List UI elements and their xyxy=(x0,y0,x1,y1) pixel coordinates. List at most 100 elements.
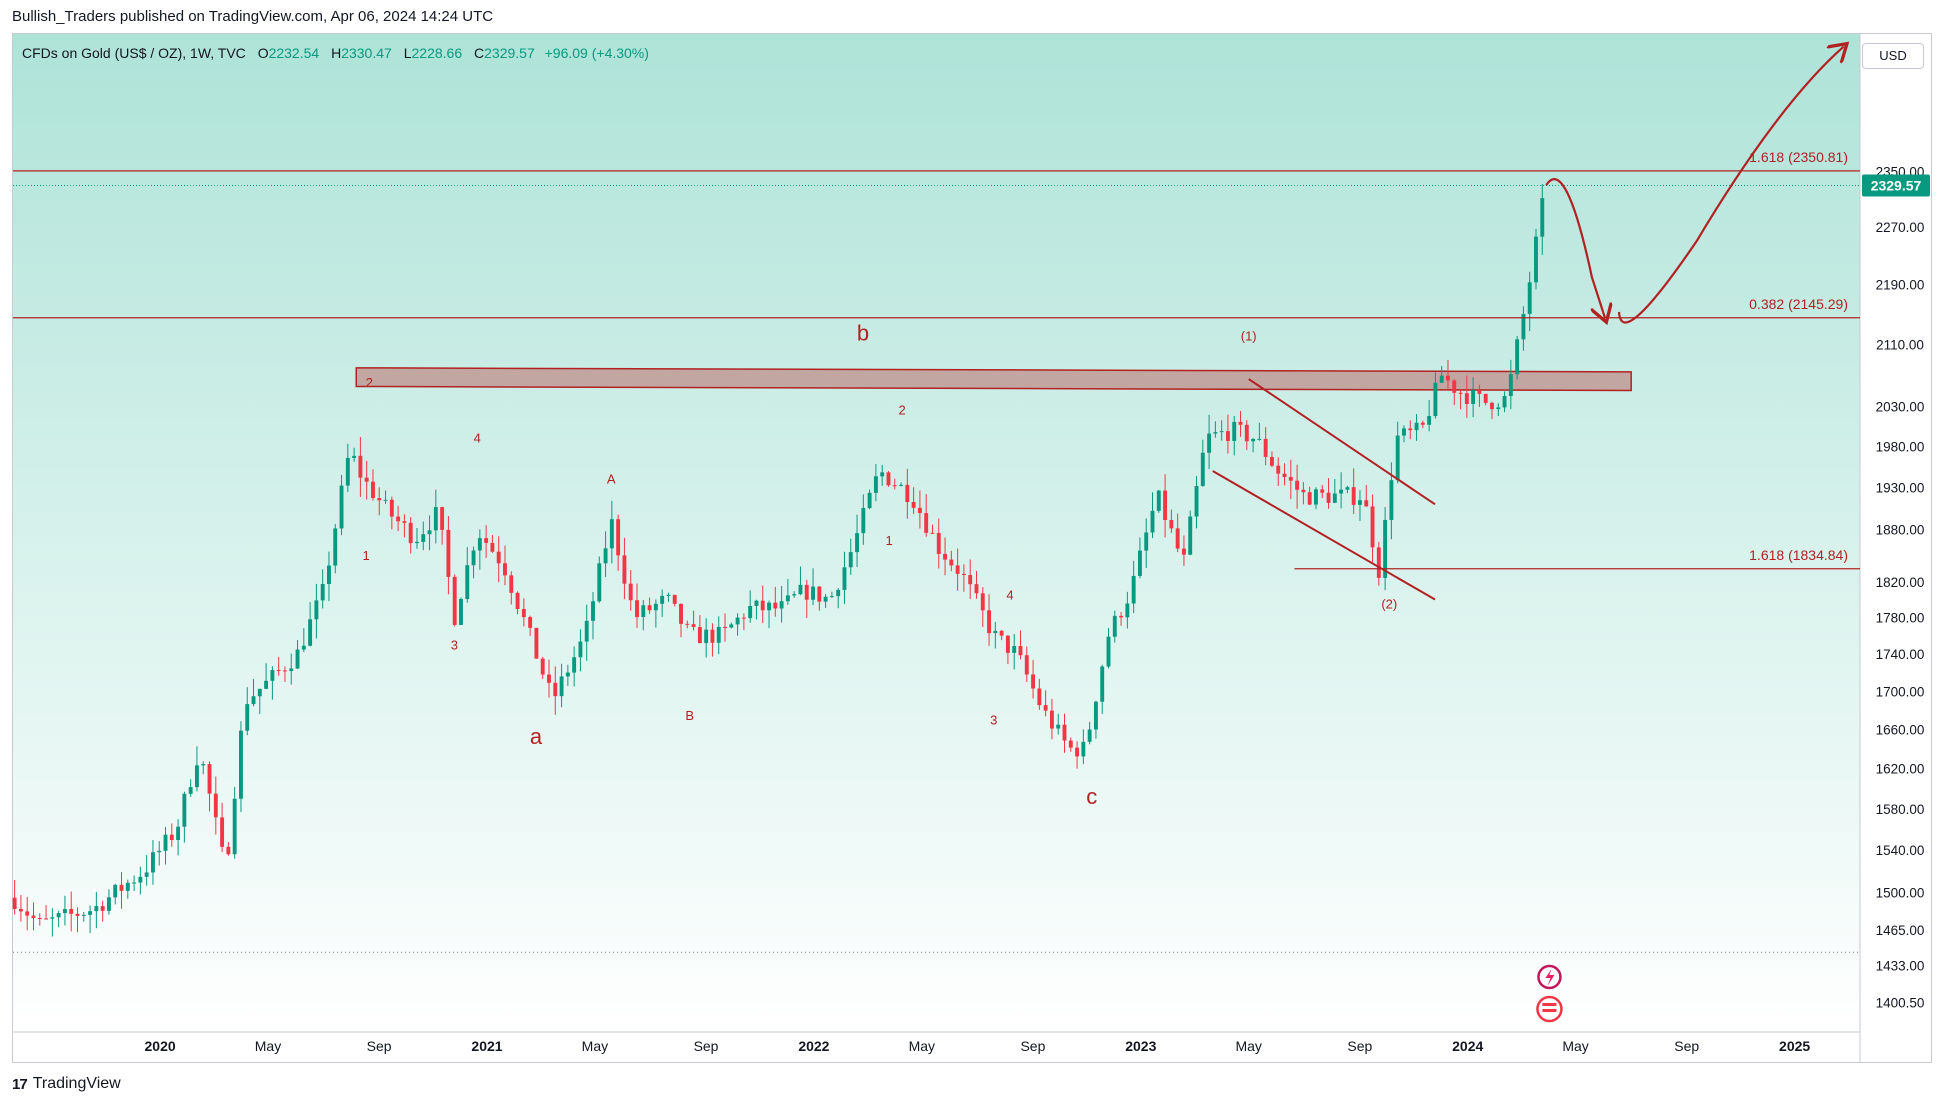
candle xyxy=(616,514,621,571)
candle xyxy=(264,663,269,690)
candle-body xyxy=(1351,487,1356,505)
lightning-glyph-icon xyxy=(1545,969,1555,986)
candle xyxy=(1018,630,1023,660)
time-tick: Sep xyxy=(1674,1038,1699,1054)
candle xyxy=(1395,421,1400,484)
price-tick: 1930.00 xyxy=(1876,481,1925,496)
wave-label: (2) xyxy=(1381,596,1397,611)
candle-body xyxy=(867,492,872,509)
candle xyxy=(56,910,61,928)
price-tick: 1540.00 xyxy=(1876,843,1925,858)
wave-label: 4 xyxy=(474,430,481,445)
candle-body xyxy=(930,532,935,534)
candle xyxy=(320,569,325,609)
candle xyxy=(980,587,985,628)
candle-body xyxy=(1477,390,1482,394)
candle xyxy=(515,591,520,615)
candle-body xyxy=(1005,635,1010,653)
wave-label: 2 xyxy=(899,402,906,417)
candle xyxy=(735,613,740,636)
candle xyxy=(1207,414,1212,470)
candle-body xyxy=(1188,516,1193,555)
candle xyxy=(1181,535,1186,566)
candle xyxy=(226,842,231,856)
candle-body xyxy=(50,917,55,919)
candle-body xyxy=(1125,603,1130,618)
candle xyxy=(1068,737,1073,752)
candle xyxy=(1295,464,1300,509)
candle xyxy=(591,591,595,640)
candle-body xyxy=(729,624,734,628)
candle xyxy=(144,855,149,886)
candle-body xyxy=(1320,489,1325,493)
candle xyxy=(1100,664,1105,714)
candle xyxy=(358,436,363,497)
candle xyxy=(295,639,300,670)
candle-body xyxy=(1056,724,1061,729)
candle-body xyxy=(75,913,80,916)
candle xyxy=(408,517,413,554)
tradingview-footer[interactable]: 17 TradingView xyxy=(12,1075,121,1093)
candle xyxy=(232,786,237,859)
candle xyxy=(1301,482,1306,505)
wave-label: 1 xyxy=(362,548,369,563)
price-tick: 2030.00 xyxy=(1876,399,1925,414)
candle-body xyxy=(1181,548,1186,555)
flag-stripe-icon xyxy=(1542,1009,1557,1012)
candle-body xyxy=(1257,438,1262,440)
candle xyxy=(276,656,281,676)
price-tick: 2270.00 xyxy=(1876,220,1925,235)
candle xyxy=(817,585,822,611)
candle xyxy=(415,528,419,549)
candle xyxy=(578,629,583,672)
candle-body xyxy=(1370,506,1375,548)
candle-body xyxy=(1075,747,1080,757)
candle-body xyxy=(873,476,878,493)
candle-body xyxy=(1031,674,1036,689)
candle-body xyxy=(1332,493,1337,503)
candle xyxy=(892,478,897,490)
candle xyxy=(943,537,947,576)
candle xyxy=(836,588,841,609)
candle-body xyxy=(352,455,357,458)
symbol-label[interactable]: CFDs on Gold (US$ / OZ), 1W, TVC xyxy=(22,45,246,61)
candle xyxy=(1483,393,1488,406)
candle-body xyxy=(1295,480,1300,490)
candle xyxy=(396,505,401,532)
wave-label: 3 xyxy=(990,713,997,728)
candle-body xyxy=(1081,741,1086,757)
candle-body xyxy=(1213,432,1218,434)
candle xyxy=(251,679,256,707)
time-tick: Sep xyxy=(694,1038,719,1054)
candle xyxy=(88,905,93,934)
candle xyxy=(647,597,652,614)
candle-body xyxy=(616,519,621,556)
candle xyxy=(1112,610,1117,643)
candle xyxy=(666,592,671,602)
candle-body xyxy=(760,600,765,611)
candle-body xyxy=(1219,431,1224,433)
candle-body xyxy=(1540,198,1545,237)
candle-body xyxy=(289,668,294,672)
close-label: C xyxy=(474,45,485,61)
current-price-label: 2329.57 xyxy=(1871,177,1922,193)
candle xyxy=(427,515,432,551)
currency-button[interactable]: USD xyxy=(1862,43,1924,69)
candle xyxy=(50,908,55,937)
candle-body xyxy=(106,897,111,911)
candle xyxy=(471,546,476,579)
candle-body xyxy=(1012,646,1017,653)
close-value: 2329.57 xyxy=(484,45,535,61)
candle xyxy=(314,583,319,639)
candle xyxy=(861,494,866,545)
low-value: 2228.66 xyxy=(411,45,463,61)
candle xyxy=(1169,509,1174,533)
candle-body xyxy=(1263,438,1268,457)
candle-body xyxy=(892,485,897,487)
candle-body xyxy=(917,507,922,514)
candle xyxy=(1257,422,1262,441)
wave-label: (1) xyxy=(1241,329,1257,344)
candle-body xyxy=(899,484,903,486)
price-tick: 1980.00 xyxy=(1876,440,1925,455)
